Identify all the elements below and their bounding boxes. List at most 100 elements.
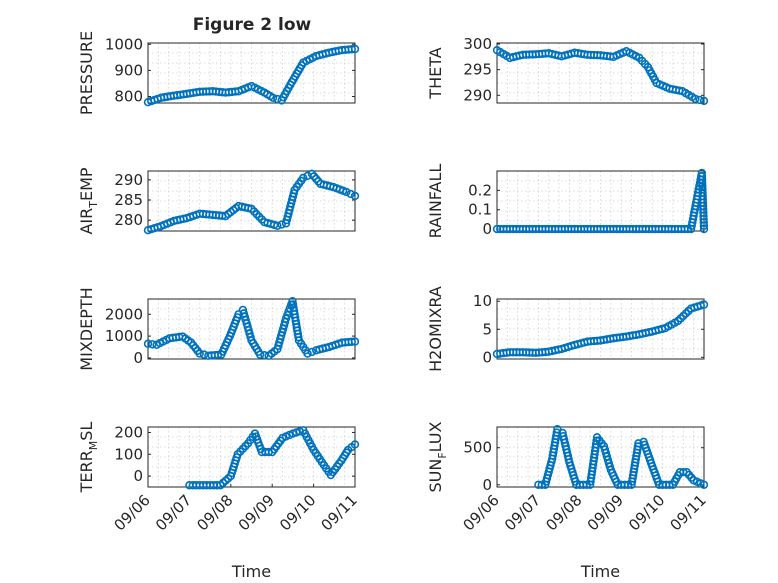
subplot-3: 280 285 290 AIRTEMP: [77, 167, 360, 235]
gridlines: [148, 299, 355, 359]
data-point: [699, 221, 709, 230]
data-series: [492, 45, 709, 106]
data-point: [255, 350, 265, 359]
subplot-4: 00.1 0.2 RAINFALL: [426, 164, 709, 239]
y-axis-label: RAINFALL: [426, 164, 445, 239]
y-tick-label: 1000: [105, 35, 143, 53]
y-axis-label-main: THETA: [426, 47, 445, 99]
y-tick-label: 0: [482, 476, 492, 494]
axes-box: [147, 426, 356, 488]
data-point: [350, 337, 360, 346]
gridlines: [497, 427, 704, 487]
y-tick-label: 100: [114, 445, 143, 463]
y-axis-label-subscript: F: [436, 452, 449, 458]
data-series: [143, 44, 360, 107]
y-axis-label-tail: EMP: [77, 167, 96, 201]
data-point: [552, 428, 561, 437]
data-point: [350, 44, 360, 54]
data-series: [143, 169, 360, 235]
axes-box: [496, 42, 705, 104]
y-axis-label-tail: LUX: [426, 421, 445, 452]
data-point: [268, 93, 278, 102]
data-series: [492, 168, 709, 234]
y-axis-label-main: AIR: [77, 208, 96, 235]
y-tick-label: 900: [114, 61, 143, 79]
axes-box: [147, 298, 356, 360]
y-axis-label: TERRMSL: [77, 422, 100, 494]
x-axis-label: Time: [580, 562, 620, 581]
y-tick-label: 2000: [105, 305, 143, 323]
data-point: [347, 337, 356, 347]
data-point: [699, 96, 709, 106]
data-point: [143, 339, 153, 348]
y-axis-label: AIRTEMP: [77, 167, 100, 234]
data-point: [699, 300, 709, 309]
axes-box: [147, 170, 356, 232]
subplot-2: 290 295 300 THETA: [426, 35, 709, 106]
data-point: [199, 350, 209, 359]
y-tick-label: 290: [463, 86, 492, 104]
subplot-6: 0 5 10 H2OMIXRA: [426, 286, 709, 372]
data-series: [185, 426, 360, 490]
data-point: [277, 220, 286, 229]
y-tick-label: 290: [114, 171, 143, 189]
x-axis-label: Time: [231, 562, 271, 581]
data-point: [342, 187, 351, 197]
y-tick-label: 0: [482, 348, 492, 366]
data-point: [195, 349, 204, 358]
y-tick-label: 280: [114, 211, 143, 229]
data-series: [143, 296, 360, 360]
data-point: [273, 221, 282, 230]
data-series: [492, 300, 709, 359]
y-tick-label: 200: [114, 423, 143, 441]
y-axis-label-main: RAINFALL: [426, 164, 445, 239]
y-axis-label-main: TERR: [77, 450, 96, 493]
y-tick-label: 0: [133, 349, 143, 367]
y-axis-label-main: SUN: [426, 459, 445, 493]
y-tick-label: 300: [463, 35, 492, 53]
y-axis-label: THETA: [426, 47, 445, 99]
y-axis-label: MIXDEPTH: [77, 287, 96, 370]
gridlines: [497, 171, 704, 231]
y-axis-label-subscript: M: [87, 441, 100, 451]
y-tick-label: 285: [114, 191, 143, 209]
data-series: [534, 425, 709, 489]
y-axis-label-main: MIXDEPTH: [77, 287, 96, 370]
data-point: [691, 94, 700, 104]
data-point: [695, 95, 704, 105]
subplot-1: 800 900 1000 PRESSURE: [77, 31, 360, 115]
gridlines: [497, 43, 704, 103]
y-tick-label: 1000: [105, 327, 143, 345]
axes-box: [147, 42, 356, 104]
y-tick-label: 0.2: [468, 181, 492, 199]
data-point: [699, 480, 709, 489]
y-axis-label: SUNFLUX: [426, 421, 449, 492]
axes-box: [496, 426, 705, 488]
y-axis-label-subscript: T: [87, 201, 100, 209]
data-point: [307, 347, 317, 357]
y-tick-label: 500: [463, 439, 492, 457]
data-point: [347, 45, 356, 54]
y-axis-label: H2OMIXRA: [426, 286, 445, 372]
figure-title: Figure 2 low: [193, 15, 312, 35]
y-tick-label: 295: [463, 61, 492, 79]
y-tick-label: 10: [473, 292, 492, 310]
y-tick-label: 5: [482, 320, 492, 338]
y-tick-label: 0.1: [468, 201, 492, 219]
data-point: [299, 173, 308, 183]
y-axis-label: PRESSURE: [77, 31, 96, 115]
y-axis-label-main: PRESSURE: [77, 31, 96, 115]
y-tick-label: 800: [114, 87, 143, 105]
data-point: [303, 349, 312, 358]
gridlines: [148, 43, 355, 103]
data-point: [350, 440, 360, 449]
data-point: [346, 189, 355, 199]
y-tick-label: 0: [133, 467, 143, 485]
data-point: [350, 191, 360, 201]
data-point: [699, 224, 709, 234]
subplot-5: 0 1000 2000 MIXDEPTH: [77, 287, 360, 371]
data-point: [148, 340, 157, 349]
